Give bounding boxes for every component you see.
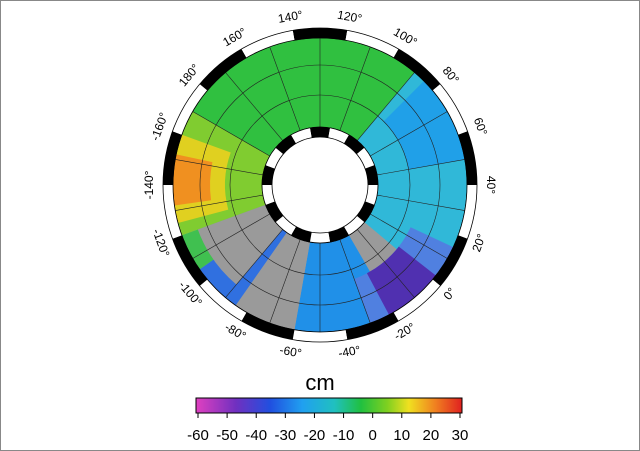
outer-frame: [163, 185, 182, 239]
colorbar-tick-label: 30: [452, 427, 469, 444]
colorbar-tick-label: -40: [245, 427, 267, 444]
longitude-label: 120°: [336, 8, 363, 26]
outer-frame: [393, 49, 441, 91]
inner-frame: [262, 185, 275, 205]
outer-frame: [172, 235, 208, 286]
colorbar-tick-label: -50: [216, 427, 238, 444]
meridian: [339, 239, 371, 324]
colorbar-tick-label: -60: [187, 427, 209, 444]
inner-frame: [309, 127, 331, 138]
meridian: [377, 194, 465, 211]
meridian: [225, 72, 283, 141]
inner-frame: [291, 226, 312, 243]
inner-frame: [356, 147, 375, 169]
sea-level-region: [192, 43, 305, 156]
sea-level-region: [235, 232, 310, 330]
meridian: [269, 239, 301, 324]
inner-frame: [275, 134, 296, 155]
colorbar-tick-label: -20: [304, 427, 326, 444]
meridian: [175, 194, 263, 211]
inner-frame: [328, 127, 349, 144]
outer-frame: [345, 312, 399, 340]
outer-frame: [432, 235, 468, 286]
colorbar: [195, 397, 463, 414]
inner-frame: [262, 165, 275, 185]
outer-frame: [393, 279, 441, 321]
inner-frame: [265, 147, 284, 169]
colorbar-tick-label: 10: [393, 427, 410, 444]
meridian: [370, 111, 448, 157]
meridian: [192, 213, 270, 259]
meridian: [192, 111, 270, 157]
meridian: [269, 46, 301, 131]
colorbar-tick-label: -30: [274, 427, 296, 444]
frame-edge: [261, 126, 379, 244]
sea-level-region: [197, 204, 283, 285]
inner-frame: [309, 232, 331, 243]
frame-edge: [162, 27, 478, 343]
longitude-label: 20°: [469, 232, 488, 254]
meridian: [357, 229, 415, 298]
inner-frame: [291, 127, 312, 144]
longitude-label: -140°: [142, 170, 156, 199]
outer-frame: [172, 84, 208, 135]
colorbar-label: cm: [305, 370, 334, 395]
frame-edge: [172, 37, 468, 333]
outer-frame: [241, 312, 295, 340]
longitude-label: -40°: [337, 343, 361, 361]
inner-frame: [365, 185, 378, 205]
outer-frame: [458, 185, 477, 239]
outer-frame: [241, 30, 295, 58]
sea-level-region: [172, 154, 213, 206]
colorbar-tick-label: 20: [423, 427, 440, 444]
sea-level-region: [282, 75, 320, 129]
sea-level-region: [366, 246, 436, 315]
inner-frame: [265, 201, 284, 223]
longitude-label: 60°: [471, 116, 490, 138]
outer-frame: [292, 27, 348, 41]
meridian: [377, 159, 465, 176]
meridian: [175, 159, 263, 176]
longitude-label: -60°: [278, 343, 302, 361]
colorbar-tick-label: -10: [333, 427, 355, 444]
longitude-label: 140°: [277, 8, 304, 26]
meridian: [339, 46, 371, 131]
inner-frame: [275, 215, 296, 236]
outer-frame: [345, 30, 399, 58]
inner-frame: [365, 165, 378, 185]
meridian: [370, 213, 448, 259]
colorbar-tick-label: 0: [368, 427, 376, 444]
outer-frame: [292, 329, 348, 342]
inner-frame: [356, 201, 375, 223]
inner-frame: [344, 134, 365, 155]
outer-frame: [458, 131, 477, 185]
outer-frame: [163, 131, 182, 185]
outer-frame: [199, 279, 247, 321]
inner-frame: [328, 226, 349, 243]
inner-frame: [344, 215, 365, 236]
outer-frame: [432, 84, 468, 135]
meridian: [225, 229, 283, 298]
frame-edge: [271, 136, 369, 234]
longitude-label: 40°: [484, 176, 498, 194]
polar-map: [162, 27, 478, 343]
meridian: [357, 72, 415, 141]
outer-frame: [199, 49, 247, 91]
